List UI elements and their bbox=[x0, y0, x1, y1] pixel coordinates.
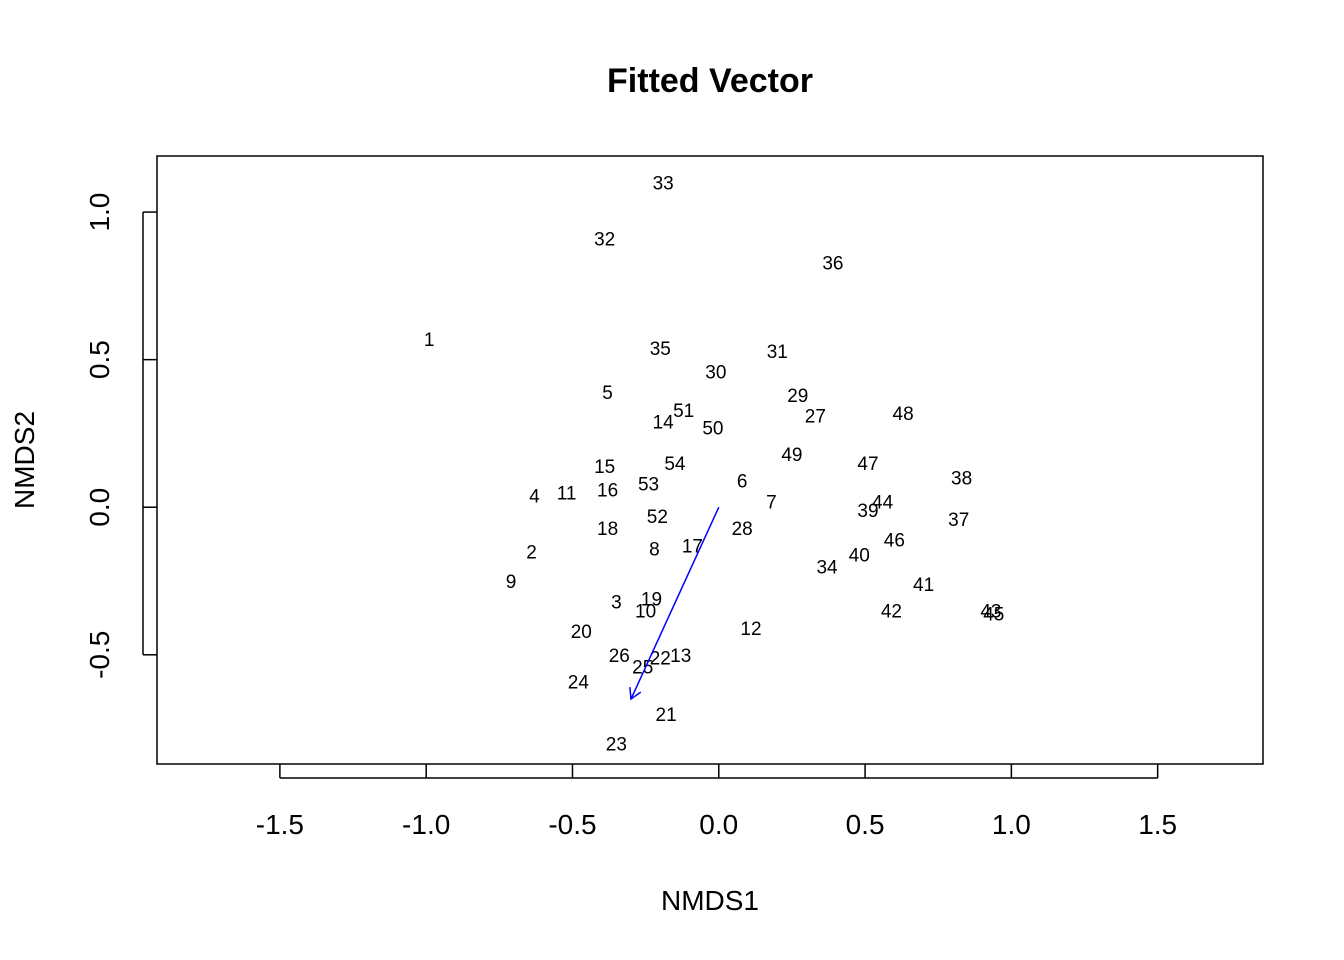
point-label: 24 bbox=[568, 672, 590, 693]
x-axis: -1.5 -1.0 -0.5 0.0 0.5 1.0 1.5 bbox=[256, 764, 1177, 840]
y-tick-label: 1.0 bbox=[84, 193, 115, 232]
point-label: 18 bbox=[597, 519, 618, 540]
point-label: 37 bbox=[948, 510, 969, 531]
y-axis: -0.5 0.0 0.5 1.0 bbox=[84, 193, 157, 679]
point-label: 35 bbox=[650, 339, 671, 360]
plot-frame bbox=[156, 155, 1264, 765]
point-label: 52 bbox=[647, 507, 668, 528]
point-label: 33 bbox=[653, 174, 674, 195]
point-label: 21 bbox=[656, 705, 677, 726]
x-tick-label: 1.5 bbox=[1138, 809, 1177, 840]
x-tick-label: 0.0 bbox=[699, 809, 738, 840]
point-label: 28 bbox=[732, 519, 753, 540]
x-tick-label: -1.0 bbox=[402, 809, 450, 840]
point-label: 20 bbox=[571, 622, 592, 643]
point-label: 19 bbox=[641, 590, 662, 611]
point-label: 3 bbox=[611, 593, 622, 614]
point-labels: 1234567891011121314151617181920212223242… bbox=[424, 174, 1005, 756]
point-label: 40 bbox=[849, 545, 870, 566]
point-label: 46 bbox=[884, 531, 905, 552]
point-label: 44 bbox=[872, 492, 894, 513]
y-tick-label: -0.5 bbox=[84, 631, 115, 679]
point-label: 9 bbox=[506, 572, 517, 593]
point-label: 39 bbox=[857, 501, 878, 522]
point-label: 6 bbox=[737, 472, 748, 493]
x-tick-label: -1.5 bbox=[256, 809, 304, 840]
y-tick-label: 0.0 bbox=[84, 488, 115, 527]
x-tick-label: -0.5 bbox=[548, 809, 596, 840]
y-tick-label: 0.5 bbox=[84, 340, 115, 379]
point-label: 41 bbox=[913, 575, 934, 596]
point-label: 16 bbox=[597, 481, 618, 502]
point-label: 12 bbox=[740, 619, 761, 640]
point-label: 49 bbox=[781, 445, 802, 466]
point-label: 26 bbox=[609, 646, 630, 667]
point-label: 42 bbox=[881, 602, 902, 623]
x-axis-label: NMDS1 bbox=[661, 885, 759, 916]
vector-arrowhead bbox=[629, 687, 642, 701]
point-label: 45 bbox=[983, 604, 1004, 625]
point-label: 29 bbox=[787, 386, 808, 407]
x-tick-label: 1.0 bbox=[992, 809, 1031, 840]
point-label: 31 bbox=[767, 342, 788, 363]
x-tick-label: 0.5 bbox=[846, 809, 885, 840]
point-label: 43 bbox=[980, 602, 1001, 623]
point-label: 1 bbox=[424, 330, 435, 351]
point-label: 7 bbox=[766, 492, 777, 513]
point-label: 34 bbox=[816, 557, 838, 578]
point-label: 36 bbox=[822, 253, 843, 274]
point-label: 4 bbox=[529, 486, 540, 507]
point-label: 48 bbox=[893, 404, 914, 425]
point-label: 14 bbox=[653, 413, 675, 434]
point-label: 47 bbox=[857, 454, 878, 475]
point-label: 54 bbox=[664, 454, 686, 475]
point-label: 25 bbox=[632, 658, 653, 679]
point-label: 23 bbox=[606, 734, 627, 755]
point-label: 50 bbox=[702, 419, 723, 440]
point-label: 2 bbox=[526, 542, 537, 563]
point-label: 38 bbox=[951, 469, 972, 490]
point-label: 13 bbox=[670, 646, 691, 667]
point-label: 51 bbox=[673, 401, 694, 422]
fitted-vectors bbox=[629, 506, 720, 701]
chart-title: Fitted Vector bbox=[607, 62, 813, 100]
point-label: 22 bbox=[650, 649, 671, 670]
y-axis-label: NMDS2 bbox=[9, 411, 40, 509]
point-label: 8 bbox=[649, 540, 660, 561]
point-label: 10 bbox=[635, 602, 656, 623]
point-label: 27 bbox=[805, 407, 826, 428]
point-label: 30 bbox=[705, 362, 726, 383]
vector-line bbox=[630, 506, 720, 700]
point-label: 11 bbox=[557, 483, 577, 504]
point-label: 5 bbox=[602, 383, 613, 404]
point-label: 32 bbox=[594, 230, 615, 251]
point-label: 53 bbox=[638, 475, 659, 496]
point-label: 15 bbox=[594, 457, 615, 478]
